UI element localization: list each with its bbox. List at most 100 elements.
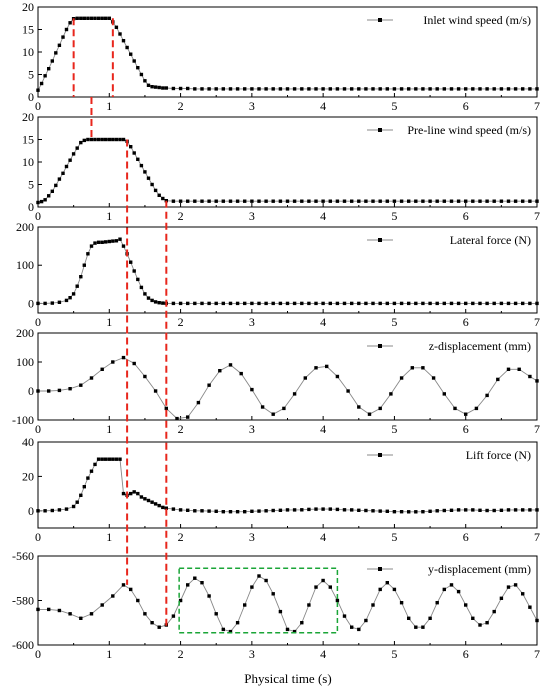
data-point	[71, 152, 76, 156]
data-point	[300, 87, 304, 91]
data-point	[456, 301, 461, 306]
y-tick-label: 200	[16, 220, 34, 234]
data-point	[371, 603, 375, 607]
data-point	[435, 87, 439, 91]
data-point	[200, 301, 204, 306]
data-point	[421, 366, 425, 370]
data-point	[385, 301, 389, 306]
data-point	[143, 374, 147, 379]
data-point	[143, 79, 147, 83]
data-point	[474, 406, 479, 411]
data-point	[421, 625, 425, 629]
data-point	[414, 199, 418, 203]
y-tick-label: 10	[22, 155, 34, 169]
data-point	[71, 504, 76, 509]
data-point	[285, 627, 290, 632]
data-point	[79, 16, 83, 20]
data-point	[61, 35, 65, 39]
data-point	[171, 614, 176, 618]
data-point	[161, 505, 165, 510]
data-point	[506, 508, 511, 512]
data-point	[492, 508, 496, 513]
x-axis-title: Physical time (s)	[244, 671, 331, 686]
x-tick-label: 7	[534, 647, 540, 661]
data-point	[485, 508, 489, 513]
data-point	[364, 618, 368, 623]
data-point	[121, 583, 126, 587]
data-point	[50, 59, 54, 63]
data-point	[221, 87, 225, 91]
data-point	[111, 239, 115, 243]
data-point	[357, 405, 361, 409]
data-point	[132, 490, 136, 494]
y-tick-label: -600	[12, 638, 34, 652]
data-point	[121, 491, 126, 496]
data-point	[378, 587, 382, 592]
data-point	[100, 457, 104, 461]
data-point	[357, 508, 361, 512]
data-point	[271, 412, 275, 416]
data-point	[86, 252, 90, 256]
data-point	[107, 16, 111, 20]
data-point	[421, 87, 425, 91]
data-point	[235, 199, 240, 203]
data-point	[200, 87, 204, 91]
data-point	[178, 86, 183, 91]
data-point	[96, 16, 101, 20]
data-point	[47, 194, 51, 198]
data-point	[264, 199, 268, 203]
data-point	[257, 87, 261, 91]
data-point	[292, 199, 297, 203]
data-point	[392, 199, 397, 203]
y-tick-label: 200	[16, 326, 34, 340]
data-point	[150, 85, 154, 89]
x-tick-label: 0	[35, 315, 41, 329]
data-point	[456, 199, 461, 203]
data-point	[485, 301, 489, 306]
data-point	[435, 601, 439, 605]
x-tick-label: 2	[178, 530, 184, 544]
data-point	[43, 198, 47, 202]
data-point	[342, 614, 347, 618]
data-point	[260, 405, 265, 409]
data-point	[528, 605, 532, 609]
series-line	[38, 458, 537, 513]
data-point	[314, 585, 318, 589]
data-point	[499, 596, 504, 600]
data-point	[43, 74, 47, 78]
data-point	[399, 510, 404, 514]
data-point	[506, 199, 511, 203]
data-point	[357, 627, 361, 632]
data-point	[79, 616, 83, 620]
data-point	[118, 32, 122, 36]
legend-marker	[378, 18, 382, 22]
data-point	[321, 507, 325, 511]
legend-label: Lateral force (N)	[450, 233, 531, 247]
x-tick-label: 5	[391, 530, 397, 544]
data-point	[407, 301, 411, 306]
data-point	[506, 585, 511, 589]
data-point	[150, 182, 154, 187]
y-tick-label: 15	[22, 23, 34, 37]
x-tick-label: 3	[249, 647, 255, 661]
data-point	[132, 269, 136, 273]
x-tick-label: 2	[178, 647, 184, 661]
x-tick-label: 0	[35, 99, 41, 113]
data-point	[335, 374, 340, 379]
data-point	[314, 199, 318, 203]
data-point	[478, 87, 482, 91]
data-point	[207, 301, 211, 306]
data-point	[93, 137, 97, 142]
x-tick-label: 4	[320, 209, 326, 223]
data-point	[492, 609, 496, 614]
data-point	[342, 301, 347, 306]
data-point	[228, 363, 233, 367]
data-point	[250, 87, 254, 91]
x-tick-label: 7	[534, 530, 540, 544]
data-point	[328, 507, 332, 511]
data-point	[282, 406, 286, 411]
data-point	[335, 598, 340, 603]
x-tick-label: 5	[391, 209, 397, 223]
data-point	[79, 140, 83, 145]
